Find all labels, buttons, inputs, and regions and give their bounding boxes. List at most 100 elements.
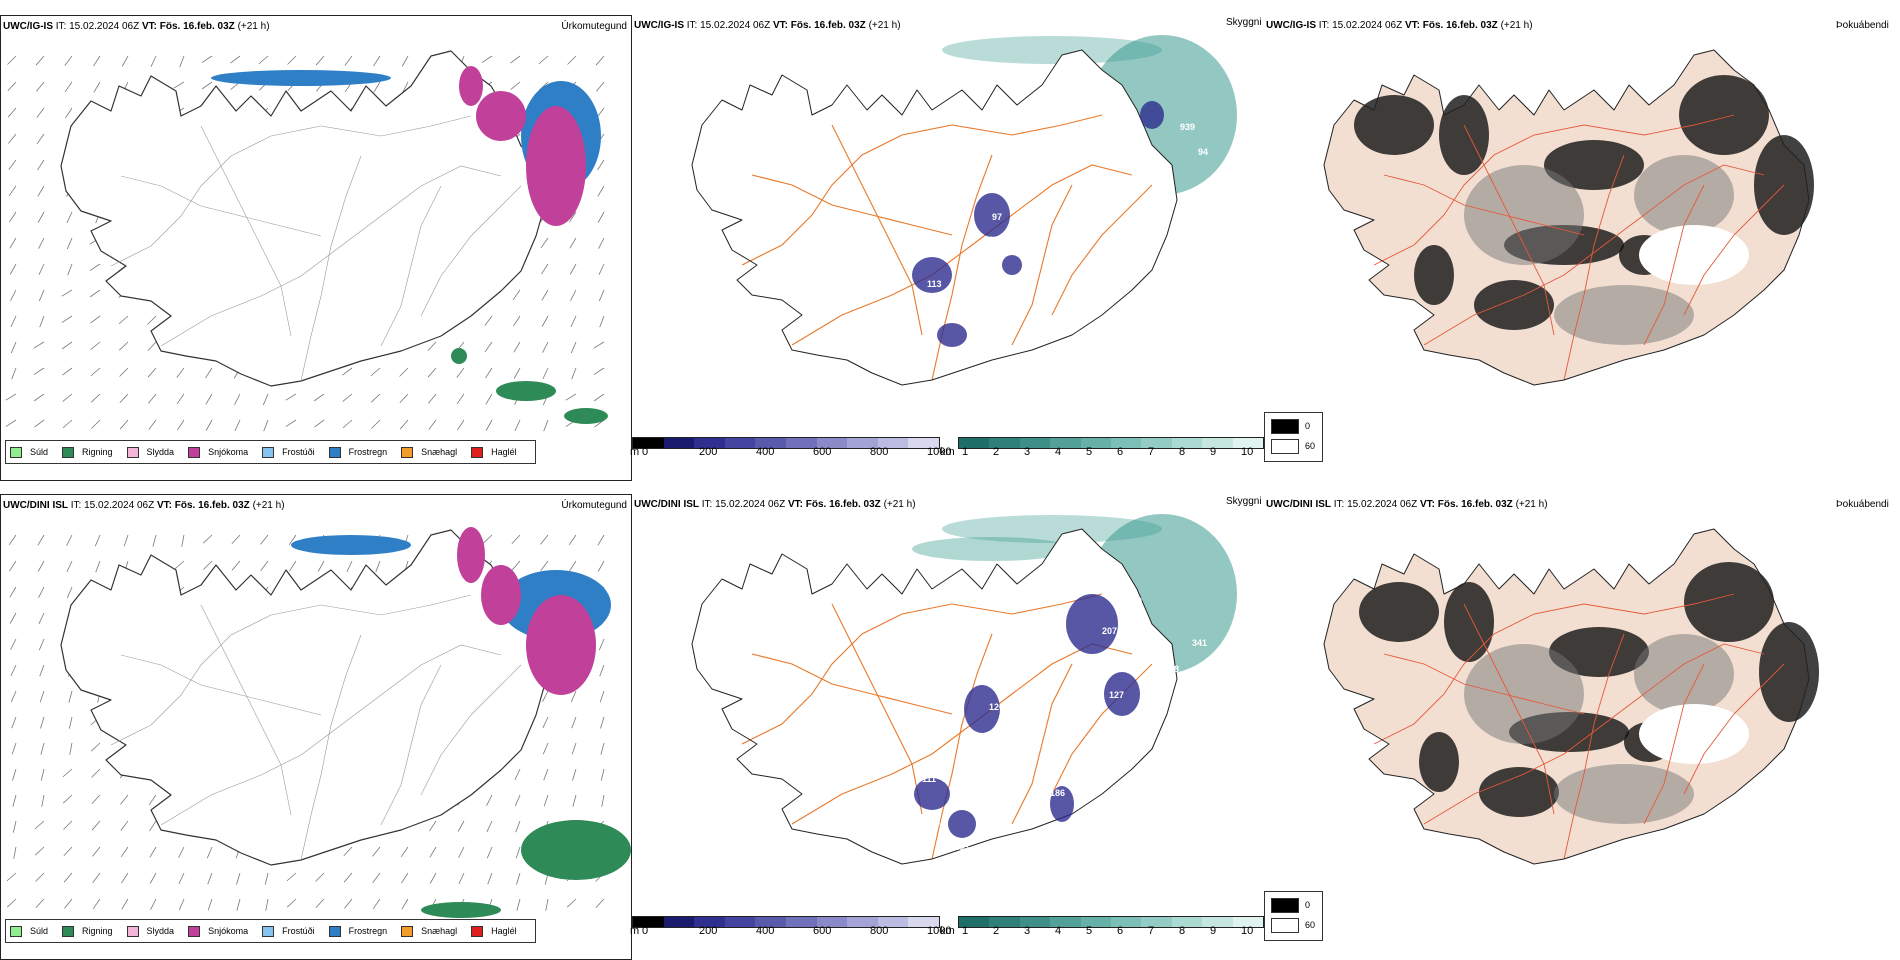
panel-title: UWC/IG-IS IT: 15.02.2024 06Z VT: Fös. 16… <box>1266 20 1533 31</box>
cloud-base-value: 191 <box>1202 682 1217 692</box>
fog-dense-area <box>1544 140 1644 190</box>
cloud-base-labels: 97 939 94 97 70 113 103 103 <box>917 112 1208 362</box>
cloud-base-value: 103 <box>952 352 967 362</box>
scale-tick: 800 <box>870 446 889 458</box>
panel-product-title: Skyggni <box>1226 496 1262 507</box>
panel-product-title: Skyggni <box>1226 17 1262 28</box>
scale-tick: 4 <box>1055 446 1062 458</box>
road-network <box>110 115 522 382</box>
cloud-base-value: 116 <box>1144 631 1159 641</box>
fog-legend-swatch <box>1271 419 1299 434</box>
legend-item: Frostregn <box>328 925 387 937</box>
panel-product-title: Þokuábendi <box>1836 20 1889 31</box>
colorbar-step <box>1050 917 1081 927</box>
scale-tick: 6 <box>1117 446 1124 458</box>
road-network <box>1373 114 1785 381</box>
fog-moderate-area <box>1464 165 1584 265</box>
colorbar-step <box>755 438 786 448</box>
legend-label: Snjókoma <box>208 447 249 457</box>
cloud-base-labels: 560 330 334 207 352 116 341 182 191 128 127 126 111 1… <box>922 581 1217 852</box>
low-cloud-area <box>912 257 952 293</box>
legend-label: Frostúði <box>282 447 315 457</box>
legend-swatch <box>188 925 201 937</box>
scale-tick: 2 <box>993 446 1000 458</box>
legend-swatch <box>62 925 75 937</box>
scale-tick: 9 <box>1210 925 1217 937</box>
fog-dense-area <box>1354 95 1434 155</box>
road-network <box>110 594 522 861</box>
panel-title: UWC/DINI ISL IT: 15.02.2024 06Z VT: Fös.… <box>1266 499 1548 510</box>
coastline <box>691 528 1178 865</box>
colorbar-step <box>877 917 909 927</box>
iceland-fog-map <box>1323 49 1814 386</box>
rain-area <box>451 348 467 364</box>
scale-tick: 8 <box>1179 925 1186 937</box>
colorbar-step <box>1232 438 1264 448</box>
legend-item: Slydda <box>126 925 175 937</box>
legend-item: Snæhagl <box>401 925 458 937</box>
coastline <box>1323 528 1810 865</box>
legend-item: Snjókoma <box>188 925 249 937</box>
snow-area <box>526 106 586 226</box>
legend-swatch <box>328 925 341 937</box>
scale-tick: 2 <box>993 925 1000 937</box>
low-cloud-field <box>912 101 1164 347</box>
legend-label: Snjókoma <box>208 926 249 936</box>
colorbar-step <box>694 917 725 927</box>
snow-area <box>459 66 483 106</box>
fog-index-panel-top: UWC/IG-IS IT: 15.02.2024 06Z VT: Fös. 16… <box>1264 15 1896 481</box>
legend-label: Snæhagl <box>421 926 458 936</box>
fog-dense-area <box>1759 622 1819 722</box>
low-cloud-area <box>1140 101 1164 129</box>
legend-swatch <box>401 446 414 458</box>
scale-tick: 400 <box>756 446 775 458</box>
low-visibility-area <box>942 36 1162 64</box>
fog-dense-area <box>1419 732 1459 792</box>
fog-dense-area <box>1359 582 1439 642</box>
colorbar-step <box>1080 917 1112 927</box>
legend-label: Slydda <box>146 926 175 936</box>
colorbar-step <box>1050 438 1081 448</box>
scale-tick: 600 <box>813 925 832 937</box>
low-cloud-area <box>948 810 976 838</box>
scale-tick: 7 <box>1148 925 1155 937</box>
colorbar-step <box>847 438 878 448</box>
legend-label: Haglél <box>491 926 517 936</box>
colorbar-step <box>1141 438 1172 448</box>
cloud-base-value: 103 <box>917 297 932 307</box>
legend-item: Frostregn <box>328 446 387 458</box>
colorbar-step <box>1141 917 1172 927</box>
fog-dense-area <box>1444 582 1494 662</box>
cloud-base-value: 113 <box>927 279 942 289</box>
colorbar-step <box>633 917 664 927</box>
low-cloud-area <box>1104 672 1140 716</box>
low-cloud-area <box>974 193 1010 237</box>
scale-tick: 400 <box>756 925 775 937</box>
fog-legend-swatch <box>1271 898 1299 913</box>
legend-item: Snæhagl <box>401 446 457 458</box>
scale-tick: 3 <box>1024 925 1031 937</box>
legend-item: Rigning <box>62 925 113 937</box>
fog-legend-label: 60 <box>1305 920 1316 930</box>
legend-swatch <box>262 925 275 937</box>
scale-tick: 200 <box>699 446 718 458</box>
colorbar-step <box>908 917 939 927</box>
rain-area <box>521 820 631 880</box>
scale-tick: 6 <box>1117 925 1124 937</box>
colorbar-step <box>1202 438 1233 448</box>
precip-type-legend: Súld Rigning Slydda Snjókoma Frostúði Frostre… <box>5 440 536 464</box>
panel-product-title: Þokuábendi <box>1836 499 1889 510</box>
scale-unit: km <box>940 446 955 458</box>
cloud-base-value: 107 <box>928 822 943 832</box>
fog-dense-area <box>1474 280 1554 330</box>
fog-free-area <box>1639 225 1749 285</box>
legend-swatch <box>188 446 201 458</box>
frz-rain-area <box>291 535 411 555</box>
colorbar-step <box>663 917 695 927</box>
iceland-precip-map <box>5 50 608 432</box>
colorbar-step <box>724 917 756 927</box>
scale-tick: 1000 <box>927 925 952 937</box>
legend-label: Rigning <box>82 926 113 936</box>
scale-tick: 4 <box>1055 925 1062 937</box>
scale-tick: 5 <box>1086 446 1093 458</box>
